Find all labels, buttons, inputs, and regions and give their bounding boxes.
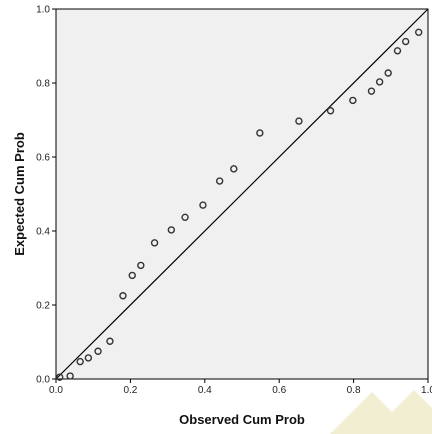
data-points bbox=[56, 28, 423, 381]
data-point-10 bbox=[167, 226, 176, 234]
y-tick-label-4: 0.8 bbox=[36, 79, 50, 90]
data-point-14 bbox=[230, 165, 238, 173]
x-tick-label-5: 1.0 bbox=[421, 385, 432, 396]
x-tick-label-1: 0.2 bbox=[123, 385, 137, 396]
y-tick-label-2: 0.4 bbox=[36, 227, 50, 238]
x-axis: 0.0 0.2 0.4 0.6 0.8 1.0 bbox=[49, 379, 432, 396]
y-axis: 0.0 0.2 0.4 0.6 0.8 1.0 bbox=[36, 5, 56, 386]
reference-diagonal-line bbox=[55, 8, 429, 380]
data-point-2 bbox=[76, 357, 84, 366]
y-tick-label-5: 1.0 bbox=[36, 5, 50, 16]
data-point-12 bbox=[199, 201, 207, 209]
data-point-13 bbox=[215, 177, 224, 185]
data-point-11 bbox=[181, 213, 189, 222]
data-point-4 bbox=[94, 347, 102, 355]
data-point-3 bbox=[84, 354, 93, 362]
data-point-24 bbox=[415, 28, 423, 37]
data-point-16 bbox=[295, 117, 303, 125]
watermark-mark bbox=[330, 390, 432, 434]
data-point-0 bbox=[56, 373, 64, 381]
data-point-20 bbox=[375, 78, 384, 86]
x-tick-label-3: 0.6 bbox=[272, 385, 286, 396]
data-point-17 bbox=[326, 107, 335, 115]
data-point-8 bbox=[137, 261, 145, 270]
data-point-9 bbox=[150, 239, 159, 247]
data-point-7 bbox=[128, 271, 136, 280]
x-axis-title: Observed Cum Prob bbox=[179, 412, 305, 427]
x-tick-label-2: 0.4 bbox=[198, 385, 212, 396]
x-tick-label-0: 0.0 bbox=[49, 385, 63, 396]
data-point-6 bbox=[119, 292, 127, 300]
data-point-19 bbox=[367, 87, 376, 95]
data-point-1 bbox=[66, 372, 74, 380]
data-point-18 bbox=[349, 96, 357, 105]
watermark bbox=[330, 390, 432, 434]
y-tick-label-3: 0.6 bbox=[36, 153, 50, 164]
data-point-15 bbox=[256, 129, 264, 137]
data-point-5 bbox=[106, 337, 114, 345]
y-tick-label-0: 0.0 bbox=[36, 375, 50, 386]
data-point-23 bbox=[401, 37, 410, 46]
data-point-21 bbox=[384, 69, 392, 77]
x-tick-label-4: 0.8 bbox=[347, 385, 361, 396]
y-tick-label-1: 0.2 bbox=[36, 301, 50, 312]
y-axis-title: Expected Cum Prob bbox=[12, 132, 27, 256]
data-point-22 bbox=[393, 47, 402, 55]
